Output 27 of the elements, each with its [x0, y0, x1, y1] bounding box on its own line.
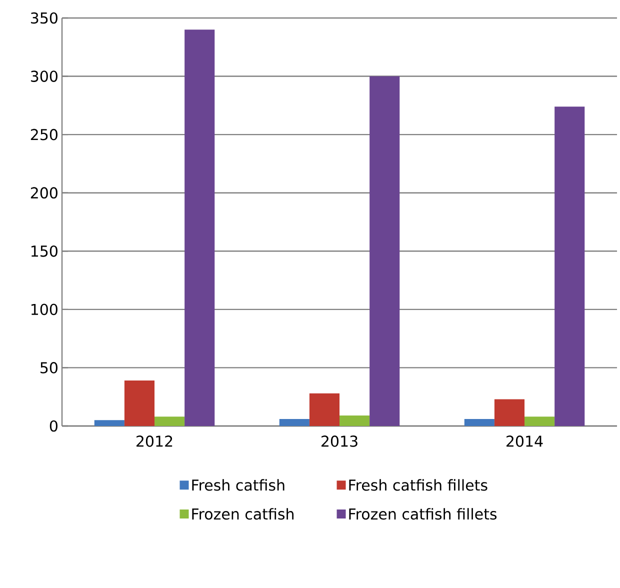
legend-label: Fresh catfish [192, 479, 284, 491]
legend-label: Frozen catfish [192, 508, 294, 520]
y-tick-label: 200 [30, 187, 58, 199]
y-tick-label: 150 [31, 245, 58, 257]
bar [184, 30, 215, 426]
bar [124, 380, 154, 426]
legend-label: Frozen catfish fillets [349, 508, 497, 520]
bar [279, 419, 310, 426]
y-tick-label: 100 [31, 304, 58, 316]
x-tick-label: 2012 [136, 436, 172, 447]
legend-label: Fresh catfish fillets [349, 479, 488, 491]
bar [154, 416, 185, 426]
bar [309, 393, 340, 426]
bar [494, 399, 525, 426]
y-tick-label: 0 [50, 420, 58, 432]
bar [370, 76, 400, 426]
x-tick-label: 2013 [322, 436, 358, 447]
y-tick-label: 300 [30, 70, 58, 82]
bar [94, 420, 124, 426]
y-tick-label: 50 [40, 362, 58, 374]
y-tick-label: 250 [30, 128, 58, 140]
x-tick-label: 2014 [506, 436, 543, 447]
bar [524, 416, 555, 426]
y-tick-label: 350 [30, 12, 58, 24]
bar [554, 106, 585, 426]
bar [340, 416, 370, 426]
bar [464, 419, 494, 426]
